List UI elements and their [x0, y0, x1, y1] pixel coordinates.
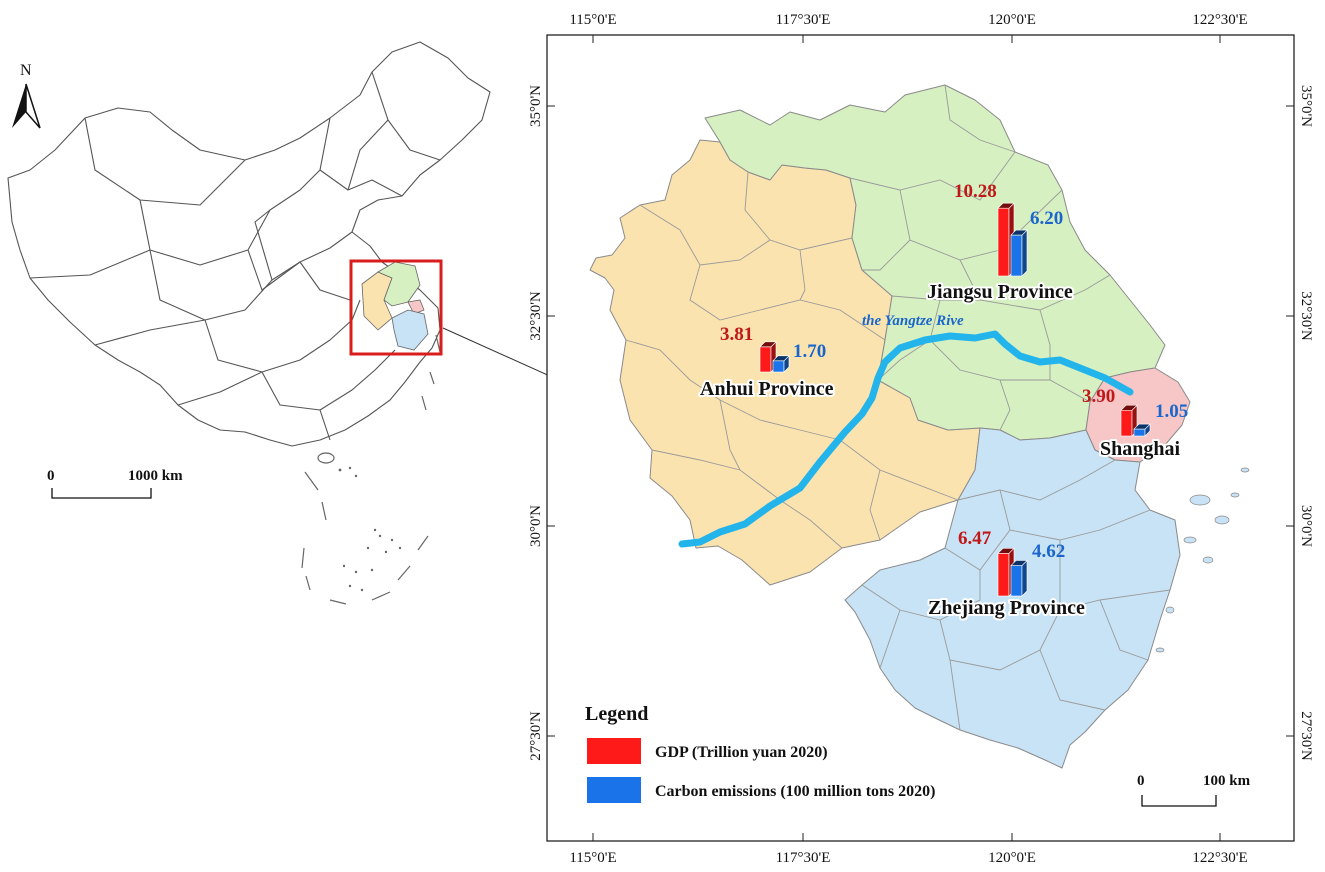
north-arrow-icon	[12, 84, 26, 128]
anhui-name: Anhui Province	[700, 378, 834, 400]
latitude-labels-left: 35°0'N 32°30'N 30°0'N 27°30'N	[528, 85, 544, 761]
coastal-islands	[1155, 467, 1250, 653]
legend-gdp-swatch	[587, 738, 641, 764]
zhejiang-gdp-value: 6.47	[958, 528, 992, 549]
legend-carbon-label: Carbon emissions (100 million tons 2020)	[655, 783, 935, 800]
yangtze-river	[678, 330, 1134, 548]
jiangsu-name: Jiangsu Province	[927, 281, 1073, 303]
study-area-highlight-box	[349, 259, 443, 356]
china-outline	[7, 41, 491, 447]
detail-scale-end: 100 km	[1203, 773, 1251, 789]
anhui-gdp-value: 3.81	[720, 324, 753, 345]
lat-label-right: 35°0'N	[1298, 85, 1314, 127]
lat-label-right: 30°0'N	[1298, 505, 1314, 547]
overview-scale-start: 0	[47, 468, 55, 484]
overview-scale-end: 1000 km	[128, 468, 183, 484]
anhui-gdp-bar	[759, 341, 777, 373]
detail-scale-bar: 0 100 km	[1137, 773, 1251, 807]
zhejiang-carbon-value: 4.62	[1032, 541, 1065, 562]
shanghai-carbon-bar	[1133, 423, 1151, 437]
zhejiang-name: Zhejiang Province	[928, 597, 1085, 619]
shanghai-gdp-value: 3.90	[1082, 386, 1115, 407]
legend-carbon-swatch	[587, 777, 641, 803]
detail-scale-start: 0	[1137, 773, 1145, 789]
shanghai-carbon-value: 1.05	[1155, 401, 1188, 422]
lon-label-bottom: 122°30'E	[1192, 850, 1247, 866]
anhui-carbon-value: 1.70	[793, 341, 826, 362]
north-label: N	[20, 62, 32, 79]
north-arrow: N	[12, 62, 41, 129]
lat-label-left: 27°30'N	[528, 711, 544, 761]
legend-title: Legend	[585, 703, 648, 725]
overview-study-area	[361, 261, 429, 351]
province-zhejiang	[844, 427, 1181, 769]
overview-map: N	[7, 41, 578, 605]
lat-label-left: 32°30'N	[528, 291, 544, 341]
latitude-labels-right: 35°0'N 32°30'N 30°0'N 27°30'N	[1298, 85, 1314, 761]
lon-label-top: 115°0'E	[569, 12, 616, 28]
lat-label-left: 35°0'N	[528, 85, 544, 127]
shanghai-name: Shanghai	[1100, 438, 1180, 460]
zhejiang-carbon-bar	[1010, 559, 1028, 597]
lon-label-top: 117°30'E	[776, 12, 831, 28]
city-boundaries	[625, 84, 1171, 731]
jiangsu-carbon-bar	[1010, 229, 1028, 277]
island-dots	[338, 466, 402, 592]
longitude-labels-bottom: 115°0'E 117°30'E 120°0'E 122°30'E	[569, 850, 1247, 866]
lat-label-right: 32°30'N	[1298, 291, 1314, 341]
lon-label-bottom: 115°0'E	[569, 850, 616, 866]
overview-scale-bar: 0 1000 km	[47, 468, 183, 499]
jiangsu-carbon-value: 6.20	[1030, 208, 1063, 229]
province-labels: 10.28 6.20 Jiangsu Province 3.81 1.70 An…	[698, 181, 1188, 621]
lon-label-bottom: 120°0'E	[988, 850, 1036, 866]
lat-label-left: 30°0'N	[528, 505, 544, 547]
legend: Legend GDP (Trillion yuan 2020) Carbon e…	[585, 703, 935, 803]
longitude-ticks	[592, 35, 1221, 841]
south-china-sea-islands	[301, 334, 441, 605]
lon-label-top: 120°0'E	[988, 12, 1036, 28]
detail-map: 115°0'E 117°30'E 120°0'E 122°30'E 115°0'…	[528, 12, 1314, 866]
jiangsu-gdp-value: 10.28	[954, 181, 997, 202]
longitude-labels-top: 115°0'E 117°30'E 120°0'E 122°30'E	[569, 12, 1247, 28]
lon-label-bottom: 117°30'E	[776, 850, 831, 866]
latitude-ticks	[547, 105, 1294, 737]
lat-label-right: 27°30'N	[1298, 711, 1314, 761]
province-bar-glyphs	[759, 202, 1151, 597]
lon-label-top: 122°30'E	[1192, 12, 1247, 28]
river-label: the Yangtze Rive	[862, 313, 964, 329]
anhui-carbon-bar	[772, 355, 790, 373]
legend-gdp-label: GDP (Trillion yuan 2020)	[655, 744, 828, 761]
